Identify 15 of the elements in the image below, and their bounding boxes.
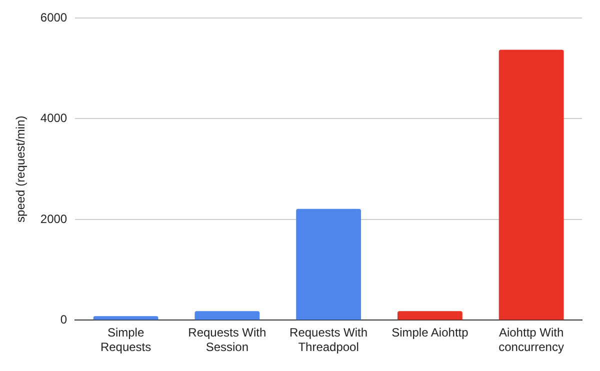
y-tick-label: 2000 bbox=[40, 212, 68, 226]
x-tick-label: Simple Aiohttp bbox=[392, 326, 469, 340]
y-tick-label: 6000 bbox=[40, 10, 68, 24]
y-tick-label: 4000 bbox=[40, 111, 68, 126]
bar bbox=[93, 316, 158, 320]
bar bbox=[296, 208, 361, 320]
bar bbox=[194, 311, 260, 320]
x-tick-label: Aiohttp With concurrency bbox=[498, 326, 564, 354]
bar bbox=[498, 50, 564, 320]
y-axis-title: speed (request/min) bbox=[14, 116, 28, 222]
x-tick-label: Simple Requests bbox=[100, 326, 152, 354]
y-tick-label: 0 bbox=[60, 312, 68, 327]
x-tick-label: Requests With Threadpool bbox=[290, 326, 368, 354]
bar bbox=[397, 311, 462, 320]
x-tick-label: Requests With Session bbox=[188, 326, 266, 354]
